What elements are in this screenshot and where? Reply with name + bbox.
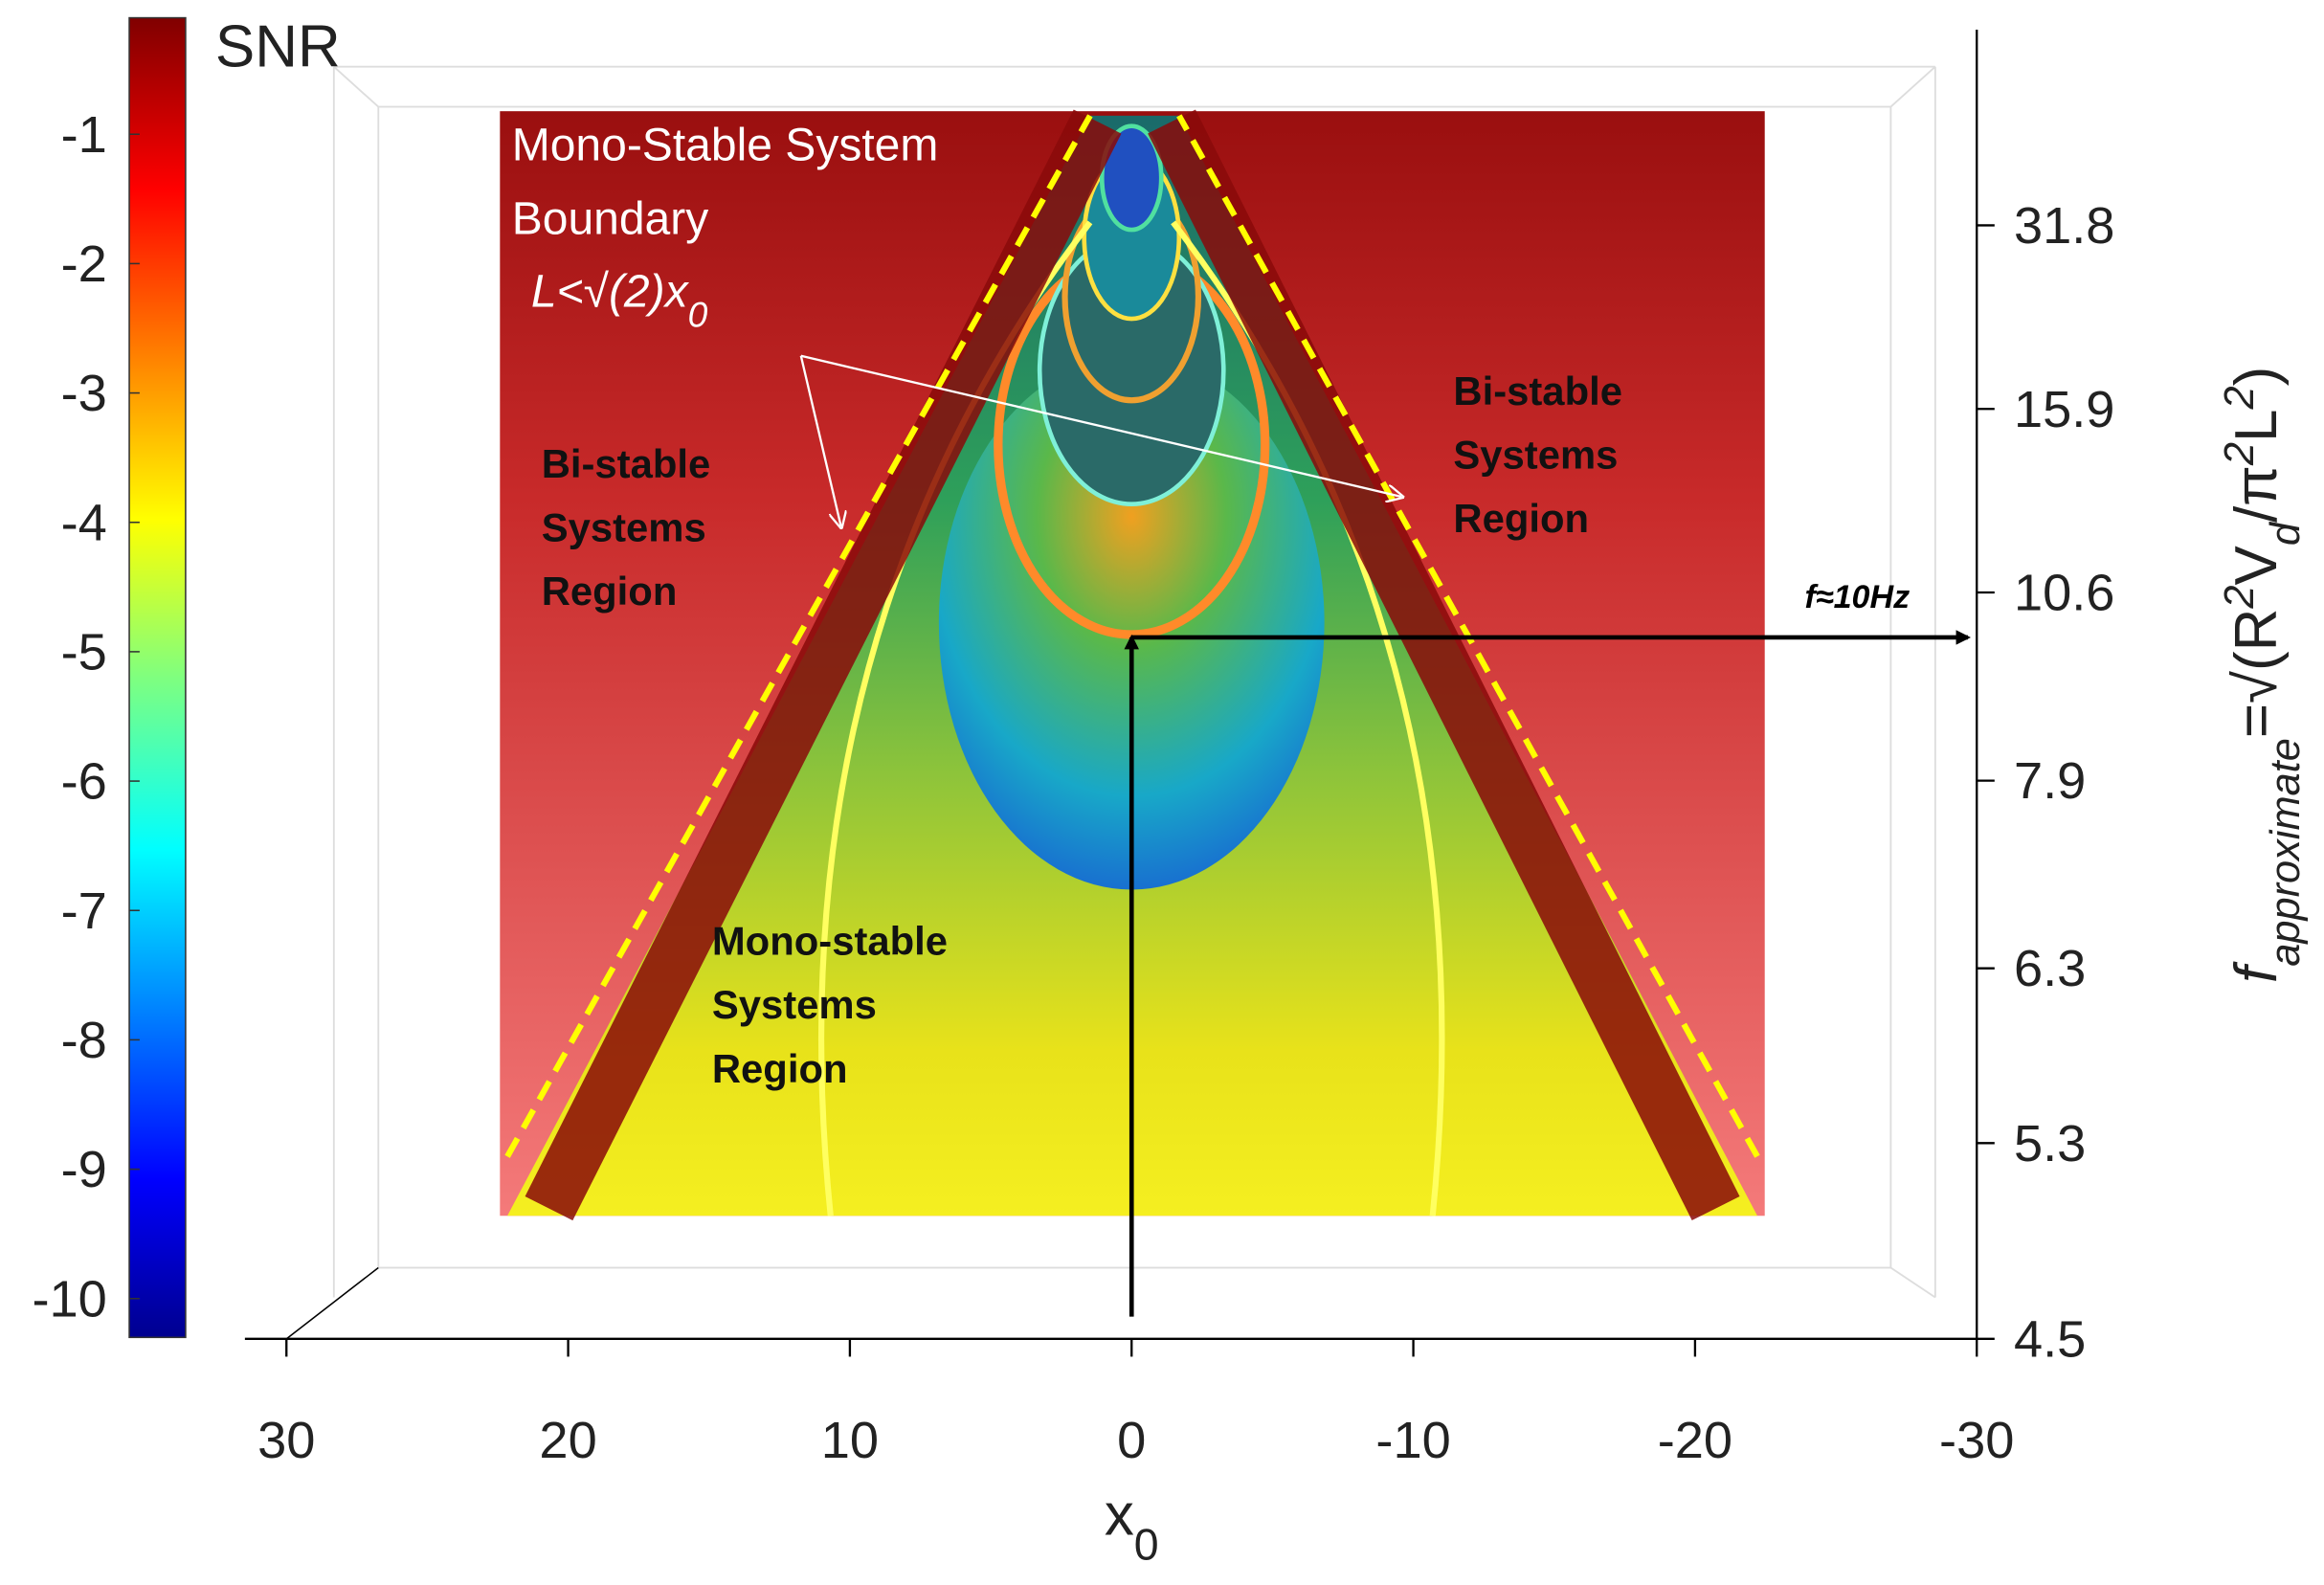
colorbar-tick-label: -10	[32, 1270, 106, 1328]
x-label-sub: 0	[1134, 1519, 1159, 1569]
y-label-part: approximate	[2263, 738, 2309, 967]
colorbar-tick-label: -9	[61, 1141, 107, 1198]
annotation: Bi-stable	[1453, 368, 1622, 413]
annotation: f≈10Hz	[1805, 579, 1911, 615]
y-label-part: /π	[2223, 465, 2290, 523]
x-tick-label: 20	[539, 1412, 596, 1469]
annotation: Systems	[712, 982, 877, 1027]
plot-box	[285, 65, 1936, 1340]
y-tick-label: 4.5	[2014, 1310, 2086, 1368]
colorbar-tick-label: -6	[61, 753, 107, 811]
y-label-part: =√(R	[2223, 609, 2290, 739]
y-tick-label: 15.9	[2014, 381, 2114, 438]
x-tick-label: -20	[1658, 1412, 1732, 1469]
y-tick-label: 10.6	[2014, 565, 2114, 622]
annotation: Boundary	[512, 194, 709, 245]
annotation-text: L<√(2)x	[531, 267, 690, 318]
annotations: Mono-Stable System Boundary L<√(2)x0 Bi-…	[512, 120, 1910, 1091]
y-tick-label: 5.3	[2014, 1115, 2086, 1172]
annotation: Mono-stable	[712, 919, 948, 964]
y-label-part: )	[2223, 367, 2290, 387]
y-label-part: f	[2223, 961, 2290, 983]
y-label-part: 2	[2217, 442, 2263, 466]
x-tick-label: -10	[1375, 1412, 1450, 1469]
colorbar-tick-label: -8	[61, 1012, 107, 1069]
y-tick-label: 6.3	[2014, 940, 2086, 997]
y-tick-label: 31.8	[2014, 197, 2114, 255]
colorbar-tick-label: -4	[61, 494, 107, 551]
colorbar-tick-label: -3	[61, 365, 107, 422]
annotation: Region	[542, 569, 678, 614]
x-tick-label: 10	[821, 1412, 879, 1469]
y-label-part: 2	[2217, 585, 2263, 609]
annotation: Region	[712, 1046, 848, 1091]
x-axis-label: x0	[1105, 1482, 1159, 1569]
colorbar	[128, 16, 187, 1339]
annotation-sub: 0	[688, 295, 708, 335]
y-label-part: L	[2223, 409, 2290, 441]
annotation: Systems	[1453, 433, 1618, 478]
colorbar-tick-label: -2	[61, 235, 107, 293]
annotation: Bi-stable	[542, 441, 711, 486]
y-label-part: V	[2223, 545, 2290, 585]
annotation: L<√(2)x0	[531, 267, 708, 335]
annotation: Systems	[542, 504, 706, 549]
x-tick-label: 30	[257, 1412, 315, 1469]
x-tick-label: -30	[1939, 1412, 2014, 1469]
x-label-text: x	[1105, 1482, 1134, 1548]
annotation: Region	[1453, 496, 1589, 541]
y-label-part: 2	[2217, 386, 2263, 410]
annotation: Mono-Stable System	[512, 120, 939, 170]
colorbar-label: SNR	[215, 14, 341, 80]
y-axis-label: fapproximate=√(R2Vd/π2L2)	[2217, 367, 2309, 983]
colorbar-tick-label: -7	[61, 882, 107, 940]
colorbar-tick-label: -1	[61, 106, 107, 164]
colorbar-tick-label: -5	[61, 623, 107, 681]
y-label-part: d	[2263, 521, 2309, 546]
x-tick-label: 0	[1117, 1412, 1146, 1469]
y-tick-label: 7.9	[2014, 752, 2086, 810]
